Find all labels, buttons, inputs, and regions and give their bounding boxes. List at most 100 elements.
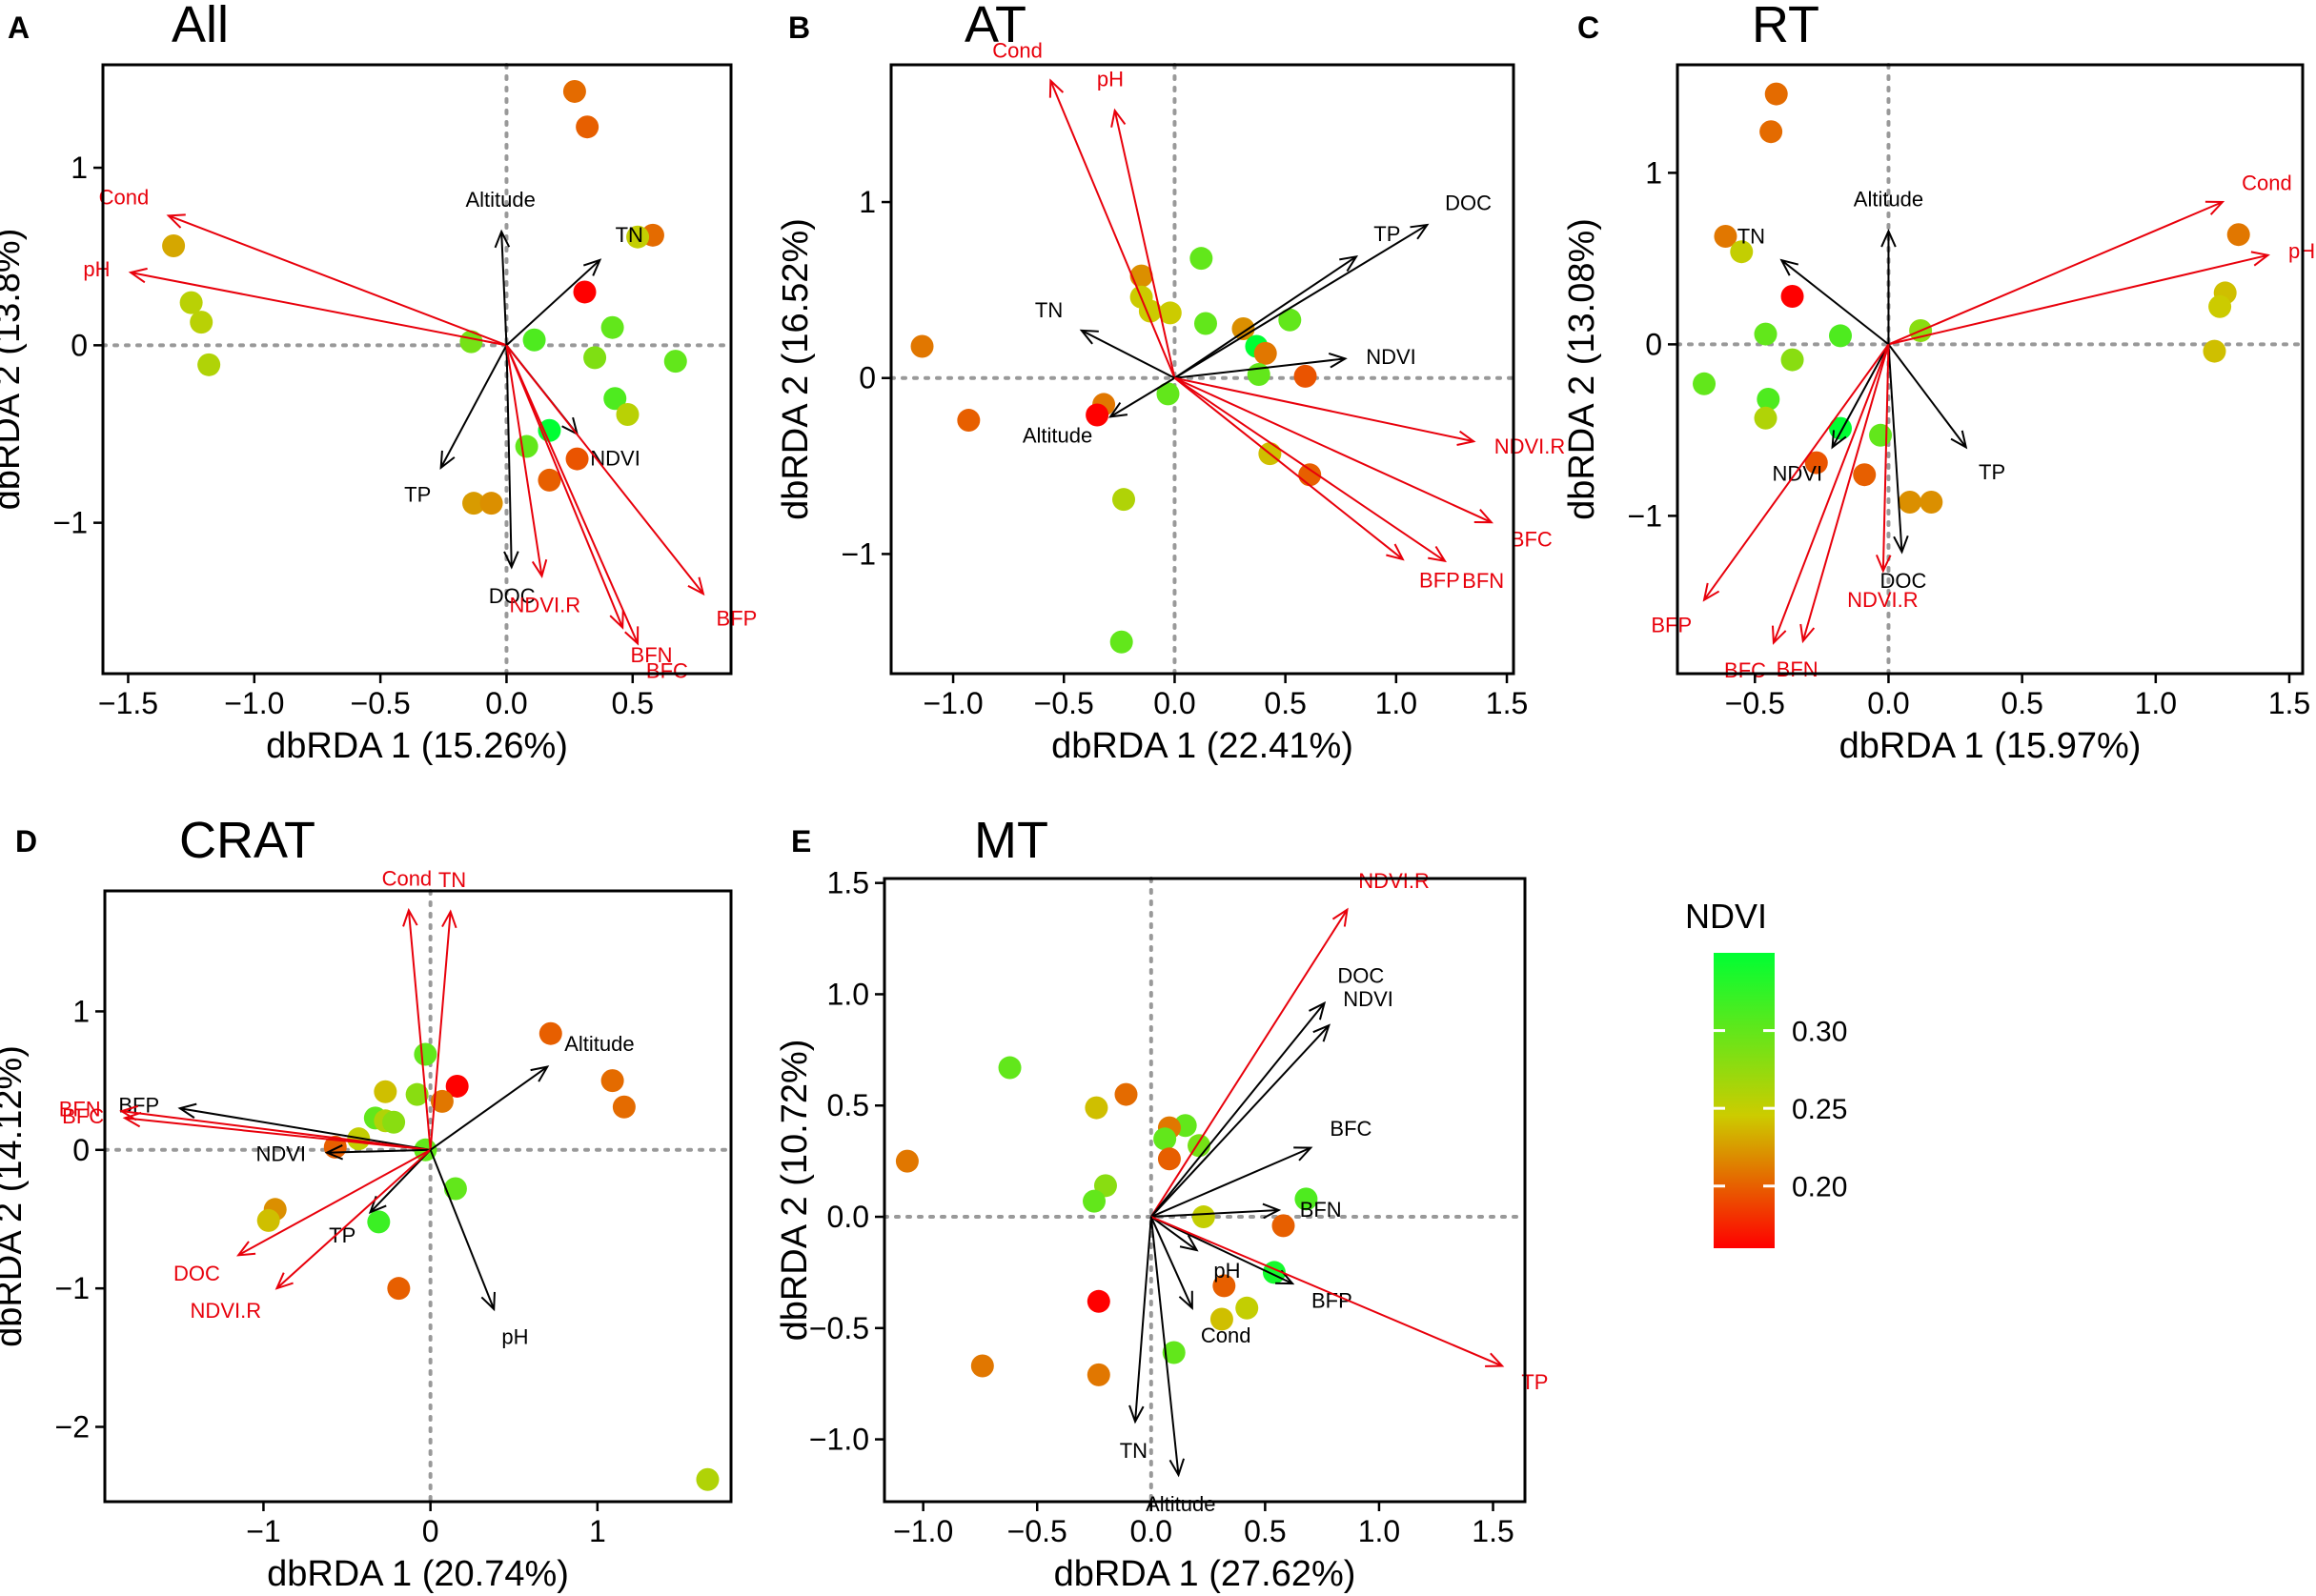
sample-point (600, 315, 624, 339)
y-tick-label: −1 (842, 536, 876, 571)
vector-arrowhead (1331, 907, 1349, 927)
sample-point (970, 1354, 994, 1378)
y-axis-label: dbRDA 2 (16.52%) (776, 218, 816, 520)
panel-frame (1676, 63, 2305, 676)
vector-line (1888, 201, 2224, 346)
vector-line (124, 1117, 431, 1151)
vector-arrowhead (128, 267, 148, 284)
sample-point (626, 225, 650, 249)
vector-line (237, 1148, 432, 1257)
panel-frame (103, 889, 733, 1504)
x-tick-label: 1.0 (2135, 686, 2177, 720)
vector-label: DOC (173, 1262, 220, 1285)
sample-point (1112, 488, 1136, 512)
vector-label: Altitude (1854, 188, 1923, 212)
sample-point (1158, 301, 1182, 325)
vector-arrowhead (274, 1272, 294, 1290)
x-axis-label: dbRDA 1 (15.26%) (266, 726, 568, 766)
vector-line (1173, 376, 1446, 562)
vector-label: NDVI.R (510, 593, 581, 616)
sample-point (382, 1110, 406, 1134)
y-axis-label: dbRDA 2 (13.08%) (1562, 218, 1602, 520)
sample-point (1156, 382, 1180, 406)
x-tick-label: 0.5 (1244, 1514, 1286, 1548)
vector-label: NDVI (1773, 462, 1823, 486)
vector-arrowhead (2204, 200, 2225, 215)
vector-line (505, 345, 513, 568)
sample-point (1294, 1187, 1318, 1211)
vector-label: NDVI.R (191, 1299, 262, 1323)
sample-point (1278, 308, 1302, 332)
sample-point (600, 1069, 624, 1093)
sample-point (562, 79, 586, 103)
sample-point (1764, 82, 1788, 106)
vector-line (1150, 1146, 1311, 1218)
sample-point (573, 280, 597, 304)
y-tick-label: 0 (1645, 327, 1662, 361)
vector-line (430, 1065, 548, 1151)
vector-arrowhead (1168, 1458, 1186, 1478)
x-axis-label: dbRDA 1 (27.62%) (1054, 1554, 1356, 1594)
vector-arrowhead (236, 1241, 256, 1257)
y-axis-ticks: −2 −1 0 1 (55, 994, 105, 1444)
vector-label: BFN (1462, 569, 1504, 593)
x-tick-label: −1.0 (224, 686, 284, 720)
vector-arrowhead (2250, 251, 2270, 267)
vector-line (439, 344, 508, 469)
sample-point (565, 447, 589, 471)
vector-line (1888, 253, 2268, 346)
vector-line (1149, 1216, 1193, 1309)
sample-point (663, 350, 687, 374)
sample-point (612, 1095, 636, 1119)
vector-label: Cond (1201, 1323, 1251, 1347)
vector-line (1150, 1024, 1331, 1218)
sample-points (910, 247, 1322, 654)
vector-arrowhead (1262, 1202, 1282, 1220)
panel-title: MT (974, 812, 1048, 869)
vector-label: Altitude (1023, 424, 1092, 448)
sample-point (538, 468, 561, 492)
vector-label: Cond (2242, 171, 2292, 194)
y-tick-label: −1.0 (809, 1423, 869, 1457)
y-tick-label: −0.5 (809, 1311, 869, 1345)
vector-label: Cond (382, 866, 433, 890)
sample-point (179, 291, 203, 314)
sample-point (1189, 247, 1213, 271)
sample-point (1153, 1127, 1177, 1151)
vector-label: BFC (1330, 1117, 1371, 1141)
vector-arrowhead (441, 909, 457, 929)
panel-title: RT (1752, 0, 1819, 53)
vector-label: TP (404, 482, 431, 506)
sample-point (443, 1177, 467, 1201)
x-tick-label: 1.5 (2268, 686, 2310, 720)
vector-label: NDVI (590, 447, 640, 471)
sample-point (603, 387, 627, 411)
vector-label: NDVI (1366, 345, 1416, 369)
vector-line (1887, 344, 1903, 553)
x-tick-label: −1.0 (893, 1514, 953, 1548)
sample-point (1129, 264, 1153, 288)
vector-line (1113, 110, 1176, 378)
sample-point (1293, 364, 1317, 388)
vector-label: TP (329, 1223, 356, 1247)
x-tick-label: −1 (246, 1514, 280, 1548)
vector-arrowhead (1128, 1404, 1145, 1424)
y-tick-label: 0.5 (827, 1088, 869, 1122)
y-tick-label: 1 (71, 151, 88, 185)
sample-point (696, 1467, 720, 1491)
vector-arrowhead (1473, 509, 1493, 524)
x-tick-label: −1.5 (98, 686, 158, 720)
vector-line (1150, 1209, 1279, 1219)
vector-arrowhead (494, 229, 511, 249)
vector-line (1109, 376, 1175, 418)
vector-line (121, 1110, 431, 1151)
vector-arrowhead (1779, 258, 1799, 276)
y-axis-ticks: −1 0 1 (842, 185, 891, 571)
vector-line (1831, 343, 1890, 448)
vector-arrowhead (624, 626, 640, 646)
x-axis-ticks: −1.0 −0.5 0.0 0.5 1.0 1.5 (893, 1502, 1514, 1548)
vector-label: TP (1979, 460, 2005, 484)
vector-label: DOC (489, 584, 536, 608)
